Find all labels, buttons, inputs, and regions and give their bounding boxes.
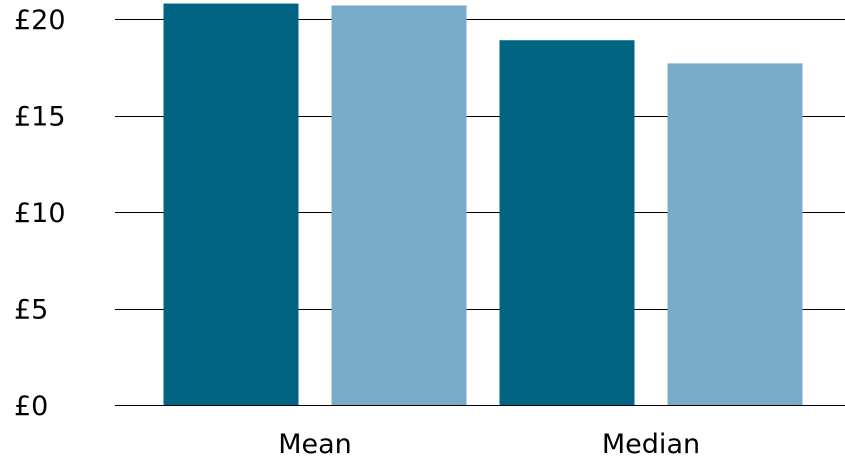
y-tick-label-15: £15 — [14, 102, 66, 133]
x-tick-label-median: Median — [602, 429, 700, 457]
x-tick-label-mean: Mean — [278, 429, 352, 457]
y-tick-label-5: £5 — [14, 295, 48, 326]
y-tick-labels: £0 £5 £10 £15 £20 — [14, 5, 66, 422]
bar-mean-series-2 — [331, 5, 467, 406]
y-tick-label-10: £10 — [14, 198, 66, 229]
bar-median-series-2 — [667, 63, 803, 405]
y-tick-label-0: £0 — [14, 391, 48, 422]
y-tick-label-20: £20 — [14, 5, 66, 36]
bar-mean-series-1 — [163, 3, 299, 406]
bars — [163, 3, 803, 406]
bar-median-series-1 — [499, 40, 635, 405]
x-tick-labels: Mean Median — [278, 429, 700, 457]
